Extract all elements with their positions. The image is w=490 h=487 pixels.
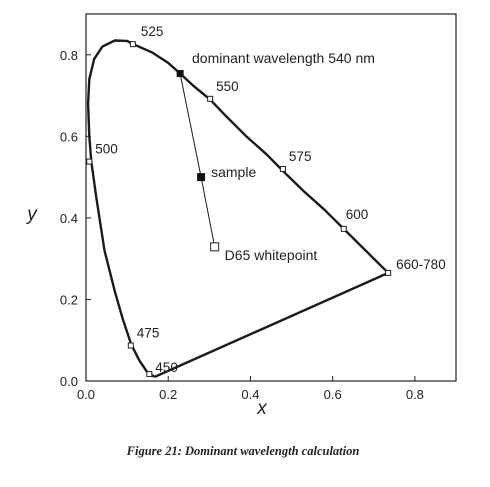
wavelength-label: 500: [95, 142, 118, 157]
points-layer: sample D65 whitepoint: [197, 164, 317, 263]
x-tick-label: 0.8: [406, 387, 424, 402]
wavelength-marker: [146, 371, 153, 378]
dominant-wavelength-point: [176, 70, 184, 78]
wavelength-marker: [207, 95, 214, 102]
plot-frame: [85, 13, 457, 382]
x-axis-ticks: 0.0 0.2 0.4 0.6 0.8: [77, 376, 424, 402]
wavelength-marker: [279, 165, 286, 172]
y-tick-label: 0.0: [60, 374, 78, 389]
sample-label: sample: [211, 164, 256, 180]
wavelength-markers: 450 475 500 525 550 575 600 660-780: [86, 24, 446, 378]
wavelength-label: 550: [216, 79, 239, 94]
x-tick-label: 0.4: [241, 387, 259, 402]
x-tick-label: 0.2: [159, 387, 177, 402]
wavelength-marker: [340, 225, 347, 232]
x-tick-label: 0.0: [77, 387, 95, 402]
x-tick-label: 0.6: [324, 387, 342, 402]
y-axis-title: y: [25, 204, 38, 225]
y-tick-label: 0.4: [60, 211, 78, 226]
wavelength-marker: [127, 342, 134, 349]
spectral-locus-line: [86, 39, 390, 378]
x-axis-title: x: [256, 398, 268, 419]
y-tick-label: 0.2: [60, 292, 78, 307]
y-tick-label: 0.6: [60, 129, 78, 144]
whitepoint-label: D65 whitepoint: [225, 247, 318, 263]
annotation-dominant-wavelength: dominant wavelength 540 nm: [192, 50, 375, 66]
wavelength-label: 450: [155, 360, 178, 375]
wavelength-label: 660-780: [396, 257, 446, 272]
wavelength-marker: [385, 269, 392, 276]
figure-caption: Figure 21: Dominant wavelength calculati…: [126, 444, 360, 458]
y-tick-label: 0.8: [60, 48, 78, 63]
wavelength-label: 525: [141, 24, 164, 39]
wavelength-label: 475: [137, 326, 160, 341]
sample-point: [197, 173, 206, 182]
whitepoint-marker: [210, 242, 220, 252]
y-axis-ticks: 0.0 0.2 0.4 0.6 0.8: [60, 48, 91, 389]
wavelength-marker: [129, 41, 136, 48]
wavelength-marker: [86, 158, 93, 165]
line-of-purples: [154, 271, 389, 378]
wavelength-label: 600: [346, 207, 369, 222]
wavelength-label: 575: [289, 149, 312, 164]
